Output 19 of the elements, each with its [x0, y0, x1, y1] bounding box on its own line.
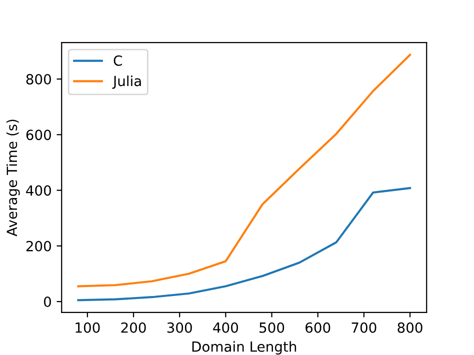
x-tick-label: 700 — [352, 322, 376, 333]
y-tick-label: 400 — [26, 185, 51, 196]
x-tick-label: 500 — [260, 322, 284, 333]
x-tick-label: 400 — [213, 322, 238, 333]
y-axis-title: Average Time (s) — [6, 120, 20, 236]
line-series — [77, 54, 412, 288]
y-tick-label: 0 — [44, 296, 51, 308]
y-tick-label: 800 — [26, 74, 51, 85]
x-tick-label: 600 — [306, 322, 330, 333]
line-series — [77, 187, 412, 302]
x-tick-label: 300 — [167, 322, 192, 333]
x-tick-label: 200 — [121, 322, 146, 333]
legend-label: C — [114, 55, 122, 66]
x-tick-label: 800 — [398, 322, 422, 333]
legend-label: Julia — [112, 75, 141, 89]
y-tick-label: 200 — [26, 240, 51, 252]
x-tick-label: 100 — [76, 322, 100, 333]
y-tick-label: 600 — [26, 130, 51, 140]
x-axis-title: Domain Length — [192, 341, 296, 355]
